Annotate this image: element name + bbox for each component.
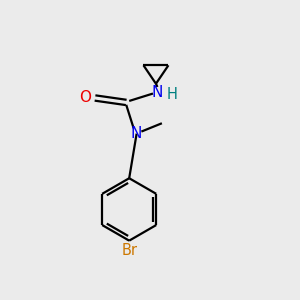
Text: N: N xyxy=(131,126,142,141)
Text: H: H xyxy=(167,87,178,102)
Text: N: N xyxy=(152,85,163,100)
Text: O: O xyxy=(80,91,92,106)
Text: Br: Br xyxy=(121,243,137,258)
